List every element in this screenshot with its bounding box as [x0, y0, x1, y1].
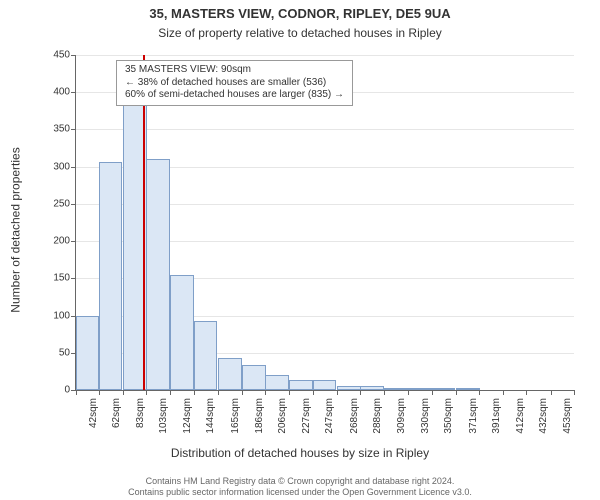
y-tick-mark [71, 204, 76, 205]
y-tick-label: 200 [53, 236, 70, 247]
histogram-bar [432, 388, 456, 390]
grid-line [76, 55, 574, 56]
x-tick-mark [289, 390, 290, 395]
chart-footer: Contains HM Land Registry data © Crown c… [0, 476, 600, 498]
annotation-box: 35 MASTERS VIEW: 90sqm ← 38% of detached… [116, 60, 353, 106]
histogram-bar [170, 275, 194, 390]
x-tick-mark [242, 390, 243, 395]
annotation-line: 35 MASTERS VIEW: 90sqm [125, 64, 344, 77]
y-tick-label: 0 [64, 385, 70, 396]
histogram-bar [337, 386, 361, 390]
x-tick-mark [218, 390, 219, 395]
x-tick-label: 144sqm [205, 398, 216, 434]
x-tick-label: 124sqm [182, 398, 193, 434]
x-tick-label: 371sqm [468, 398, 479, 434]
x-tick-mark [384, 390, 385, 395]
x-tick-label: 83sqm [135, 398, 146, 428]
y-tick-mark [71, 92, 76, 93]
y-tick-label: 400 [53, 87, 70, 98]
x-tick-label: 42sqm [88, 398, 99, 428]
x-tick-mark [551, 390, 552, 395]
x-tick-label: 350sqm [443, 398, 454, 434]
chart-subtitle: Size of property relative to detached ho… [0, 26, 600, 40]
y-tick-mark [71, 129, 76, 130]
footer-line: Contains public sector information licen… [0, 487, 600, 498]
x-tick-label: 165sqm [230, 398, 241, 434]
x-tick-mark [574, 390, 575, 395]
histogram-bar [194, 321, 218, 390]
x-tick-label: 432sqm [538, 398, 549, 434]
x-tick-mark [526, 390, 527, 395]
y-axis-title: Number of detached properties [8, 62, 22, 397]
x-tick-mark [146, 390, 147, 395]
y-tick-label: 100 [53, 310, 70, 321]
footer-line: Contains HM Land Registry data © Crown c… [0, 476, 600, 487]
x-tick-label: 62sqm [111, 398, 122, 428]
x-tick-mark [170, 390, 171, 395]
x-tick-mark [99, 390, 100, 395]
x-tick-mark [265, 390, 266, 395]
chart-title: 35, MASTERS VIEW, CODNOR, RIPLEY, DE5 9U… [0, 6, 600, 21]
y-tick-label: 250 [53, 198, 70, 209]
histogram-bar [242, 365, 266, 390]
chart-container: { "chart": { "type": "histogram", "title… [0, 0, 600, 500]
y-tick-mark [71, 241, 76, 242]
histogram-bar [146, 159, 170, 390]
grid-line [76, 129, 574, 130]
y-tick-label: 450 [53, 50, 70, 61]
x-tick-mark [456, 390, 457, 395]
x-tick-label: 391sqm [491, 398, 502, 434]
x-tick-label: 186sqm [254, 398, 265, 434]
histogram-bar [384, 388, 408, 390]
histogram-bar [76, 316, 100, 390]
x-tick-mark [503, 390, 504, 395]
histogram-bar [289, 380, 313, 390]
x-tick-label: 288sqm [372, 398, 383, 434]
x-axis-title: Distribution of detached houses by size … [0, 446, 600, 460]
y-tick-label: 350 [53, 124, 70, 135]
histogram-bar [265, 375, 289, 390]
x-tick-mark [408, 390, 409, 395]
x-tick-label: 103sqm [158, 398, 169, 434]
x-tick-mark [479, 390, 480, 395]
y-tick-label: 300 [53, 161, 70, 172]
annotation-line: ← 38% of detached houses are smaller (53… [125, 77, 344, 90]
x-tick-mark [123, 390, 124, 395]
x-tick-label: 412sqm [515, 398, 526, 434]
histogram-bar [313, 380, 337, 390]
x-tick-label: 268sqm [349, 398, 360, 434]
histogram-bar [456, 388, 480, 390]
histogram-bar [99, 162, 123, 390]
histogram-bar [218, 358, 242, 390]
x-tick-mark [337, 390, 338, 395]
x-tick-label: 206sqm [277, 398, 288, 434]
x-tick-mark [432, 390, 433, 395]
y-tick-mark [71, 55, 76, 56]
x-tick-label: 330sqm [420, 398, 431, 434]
x-tick-label: 453sqm [562, 398, 573, 434]
x-tick-mark [360, 390, 361, 395]
histogram-bar [408, 388, 432, 390]
y-tick-label: 150 [53, 273, 70, 284]
histogram-bar [360, 386, 384, 390]
x-tick-mark [313, 390, 314, 395]
x-tick-label: 227sqm [301, 398, 312, 434]
x-tick-mark [194, 390, 195, 395]
y-tick-mark [71, 167, 76, 168]
x-tick-mark [76, 390, 77, 395]
y-tick-label: 50 [59, 347, 70, 358]
x-tick-label: 309sqm [396, 398, 407, 434]
x-tick-label: 247sqm [324, 398, 335, 434]
annotation-line: 60% of semi-detached houses are larger (… [125, 89, 344, 102]
y-tick-mark [71, 278, 76, 279]
